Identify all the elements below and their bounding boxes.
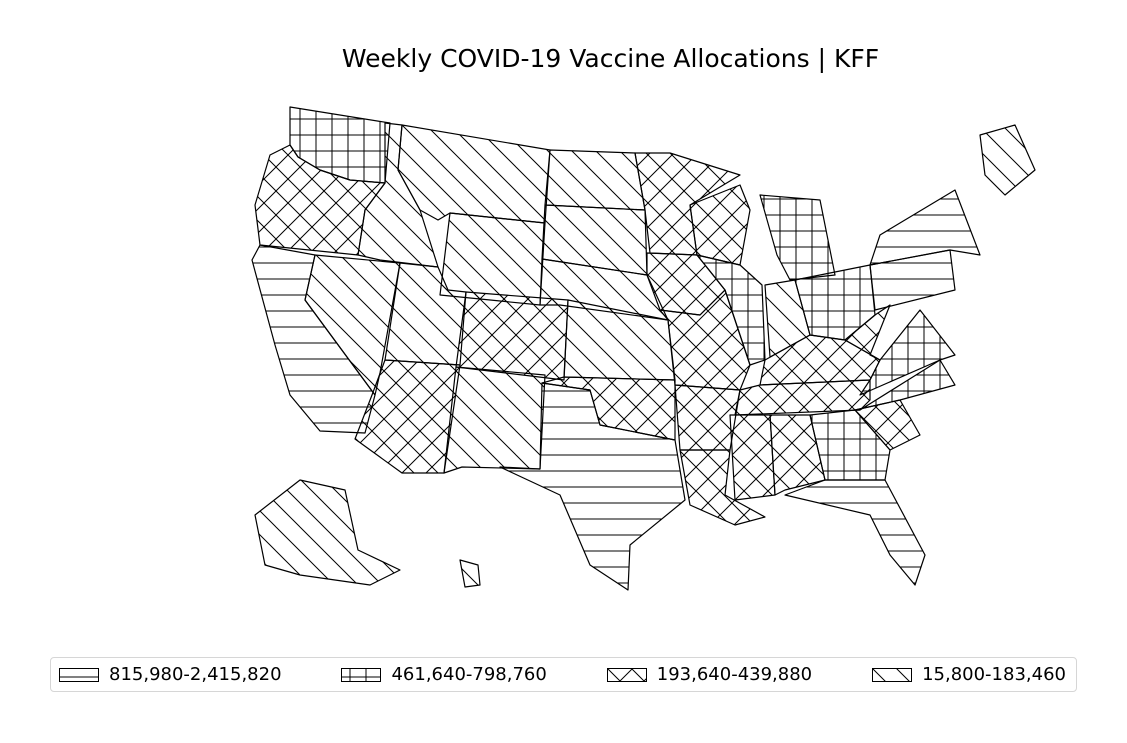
map-title: Weekly COVID-19 Vaccine Allocations | KF…: [341, 44, 880, 73]
state-ny: [869, 189, 981, 266]
state-wv: [844, 304, 891, 361]
state-nd: [544, 149, 646, 211]
legend: 815,980-2,415,820 461,640-798,760 193,64…: [50, 657, 1077, 692]
state-mo: [659, 289, 751, 391]
state-va: [859, 309, 956, 396]
state-tx: [499, 382, 686, 591]
legend-label: 193,640-439,880: [656, 664, 813, 685]
state-hi: [459, 559, 481, 588]
legend-label: 461,640-798,760: [391, 664, 547, 685]
state-fl: [784, 479, 926, 586]
state-wy: [439, 212, 546, 306]
state-nc: [854, 359, 956, 411]
state-ms: [729, 414, 776, 501]
legend-label: 815,980-2,415,820: [109, 664, 282, 685]
legend-swatch-horizontal: [59, 667, 99, 682]
state-mi: [759, 194, 836, 281]
legend-swatch-grid: [341, 667, 382, 682]
state-me: [979, 124, 1036, 196]
state-mt: [397, 124, 551, 224]
state-ak: [254, 479, 401, 586]
legend-item: 15,800-183,460: [872, 664, 1066, 685]
legend-item: 193,640-439,880: [606, 664, 813, 685]
state-al: [769, 414, 826, 496]
legend-label: 15,800-183,460: [922, 664, 1066, 685]
state-tn: [734, 379, 871, 416]
legend-item: 461,640-798,760: [341, 664, 547, 685]
legend-item: 815,980-2,415,820: [59, 664, 282, 685]
state-la: [679, 449, 766, 526]
legend-swatch-backslash: [872, 667, 913, 682]
us-map: [251, 106, 1036, 591]
state-wi: [689, 184, 751, 266]
state-nm: [443, 366, 546, 474]
legend-swatch-crosshatch: [606, 667, 647, 682]
